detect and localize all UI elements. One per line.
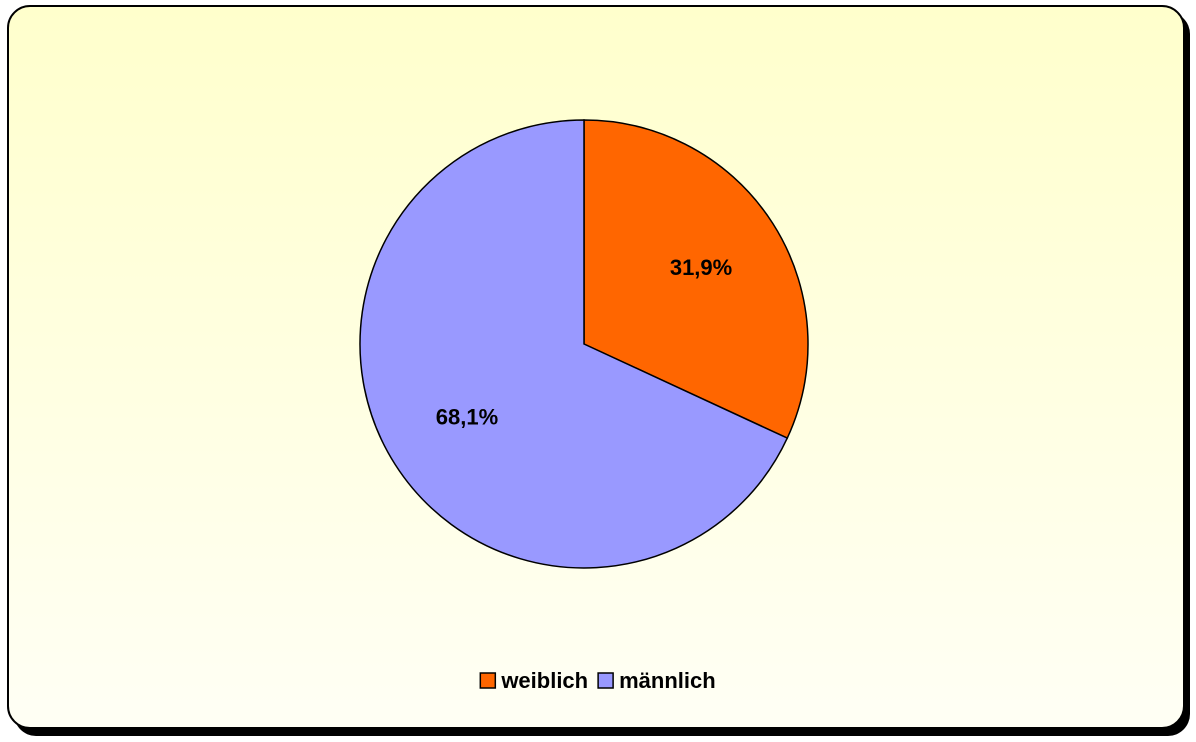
- data-label: 68,1%: [436, 405, 498, 430]
- legend-swatch: [597, 672, 614, 689]
- legend-label: weiblich: [500, 668, 588, 693]
- pie-slice: [359, 119, 789, 569]
- legend-swatch: [479, 672, 497, 689]
- pie-slice: [583, 119, 809, 440]
- legend-label: männlich: [619, 668, 716, 693]
- data-label: 31,9%: [670, 255, 732, 280]
